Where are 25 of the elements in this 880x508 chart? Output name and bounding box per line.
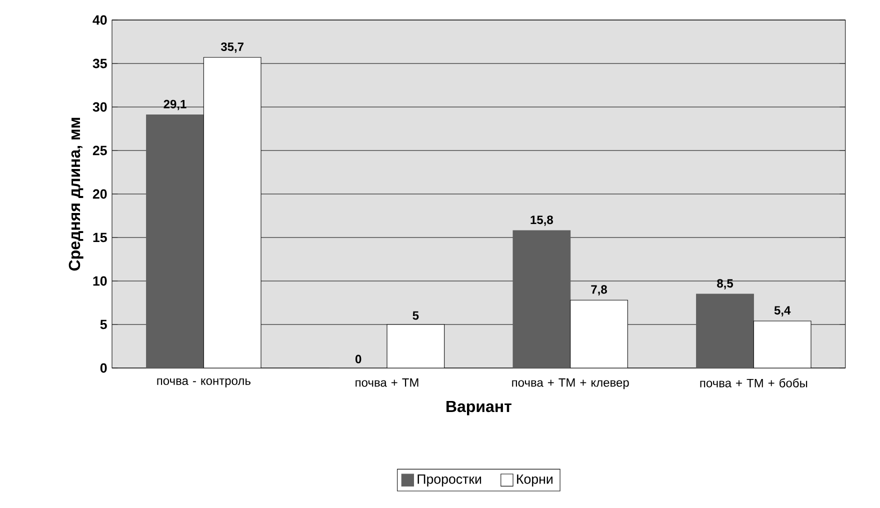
y-tick-label: 25 bbox=[92, 146, 107, 156]
y-tick-label: 5 bbox=[100, 320, 107, 330]
y-axis-title: Средняя длина, мм bbox=[68, 118, 84, 271]
legend-label: Проростки bbox=[418, 474, 482, 486]
y-tick-label: 30 bbox=[92, 102, 107, 112]
data-label: 29,1 bbox=[164, 100, 186, 110]
y-tick-label: 35 bbox=[92, 58, 107, 68]
x-tick-label: почва - контроль bbox=[157, 378, 250, 388]
data-label: 15,8 bbox=[530, 216, 553, 226]
data-label: 5,4 bbox=[774, 306, 791, 316]
data-label: 7,8 bbox=[591, 285, 607, 296]
data-label: 35,7 bbox=[220, 42, 244, 53]
x-tick-label: почва + ТМ bbox=[356, 378, 418, 387]
y-tick-label: 40 bbox=[92, 15, 107, 25]
data-label: 8,5 bbox=[717, 279, 734, 290]
y-tick-label: 0 bbox=[100, 363, 107, 373]
x-tick-label: почва + ТМ + бобы bbox=[700, 378, 808, 388]
y-tick-label: 10 bbox=[93, 276, 107, 286]
y-tick-label: 15 bbox=[93, 232, 107, 242]
x-tick-label: почва + ТМ + клевер bbox=[512, 378, 629, 390]
y-tick-label: 20 bbox=[92, 189, 107, 199]
x-axis-title: Вариант bbox=[446, 400, 512, 416]
data-label: 5 bbox=[412, 311, 419, 320]
data-label: 0 bbox=[355, 354, 362, 364]
legend-label: Корни bbox=[517, 474, 552, 486]
